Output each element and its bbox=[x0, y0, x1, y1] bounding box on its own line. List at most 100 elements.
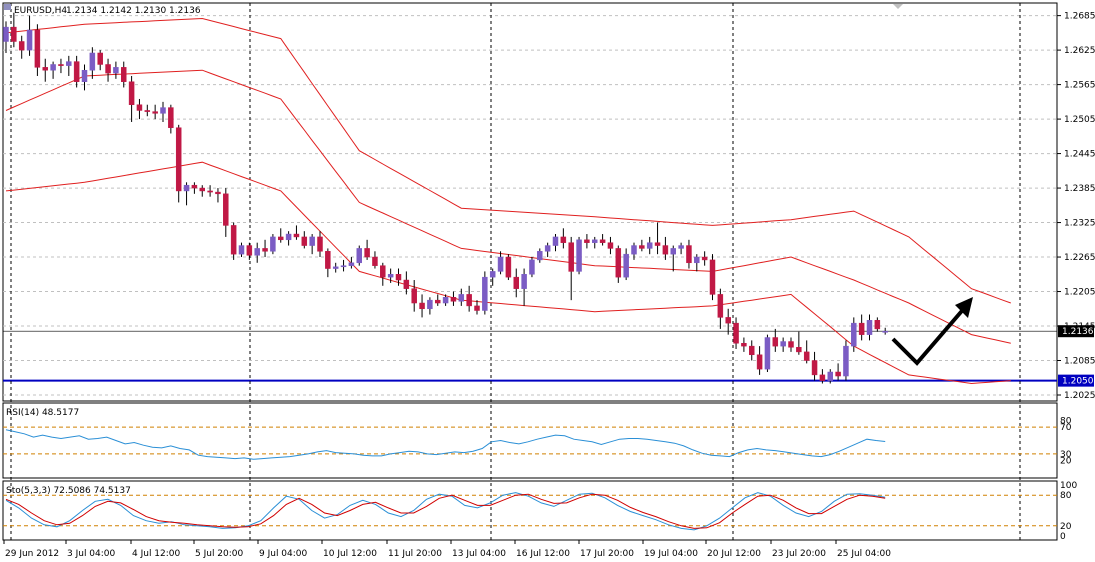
time-tick-label: 23 Jul 20:00 bbox=[772, 549, 826, 559]
candle-body bbox=[466, 294, 472, 307]
rsi-tick-label: 80 bbox=[1060, 416, 1072, 426]
candle-body bbox=[686, 245, 692, 264]
rsi-panel-frame[interactable] bbox=[2, 402, 1058, 479]
candle-body bbox=[458, 294, 465, 302]
candle-body bbox=[26, 29, 33, 51]
time-tick-label: 13 Jul 04:00 bbox=[452, 549, 506, 559]
candle-body bbox=[717, 294, 724, 318]
candle-body bbox=[215, 191, 221, 195]
candle-body bbox=[599, 239, 606, 243]
candle-body bbox=[89, 52, 96, 71]
price-tick-label: 1.2205 bbox=[1064, 288, 1095, 298]
candle-body bbox=[568, 242, 574, 272]
candle-body bbox=[741, 343, 747, 347]
symbol-label: EURUSD,H4 bbox=[14, 6, 67, 16]
candle-body bbox=[866, 320, 873, 335]
candle-body bbox=[552, 236, 559, 246]
shift-marker-icon[interactable] bbox=[893, 4, 903, 9]
candle-body bbox=[513, 276, 519, 289]
candle-body bbox=[73, 61, 80, 82]
candle-body bbox=[631, 245, 637, 255]
arrow-head-icon bbox=[955, 297, 973, 318]
candle-body bbox=[66, 61, 72, 66]
candle-body bbox=[168, 107, 174, 128]
candle-body bbox=[238, 245, 245, 255]
candle-body bbox=[191, 184, 198, 189]
candle-body bbox=[442, 297, 449, 304]
time-tick-label: 19 Jul 04:00 bbox=[644, 549, 698, 559]
candle-body bbox=[615, 248, 622, 278]
candle-body bbox=[175, 127, 182, 192]
rsi-line bbox=[5, 429, 886, 460]
candle-body bbox=[207, 190, 213, 193]
rsi-tick-label: 30 bbox=[1060, 450, 1072, 460]
candle-body bbox=[372, 256, 378, 266]
time-tick-label: 3 Jul 04:00 bbox=[67, 549, 116, 559]
candle-body bbox=[403, 279, 410, 289]
candle-body bbox=[521, 274, 527, 289]
candle-body bbox=[427, 299, 433, 310]
candle-body bbox=[560, 236, 567, 243]
candle-body bbox=[670, 248, 676, 255]
time-axis: 29 Jun 2012 3 Jul 04:00 4 Jul 12:00 5 Jul 2… bbox=[3, 540, 891, 559]
price-panel-frame[interactable] bbox=[2, 2, 1058, 402]
time-tick-label: 20 Jul 12:00 bbox=[707, 549, 761, 559]
stoch-tick-label: 100 bbox=[1060, 481, 1077, 491]
candle-body bbox=[646, 242, 653, 249]
candle-body bbox=[654, 242, 661, 246]
stoch-tick-label: 20 bbox=[1060, 522, 1072, 532]
candle-body bbox=[34, 29, 41, 68]
candle-body bbox=[340, 265, 347, 268]
candle-body bbox=[97, 52, 103, 65]
current-price-tag: 1.2136 bbox=[1058, 325, 1094, 338]
candle-body bbox=[803, 351, 810, 361]
candle-body bbox=[58, 64, 64, 66]
candlesticks[interactable] bbox=[3, 12, 888, 384]
time-tick-label: 11 Jul 20:00 bbox=[388, 549, 442, 559]
candle-body bbox=[874, 320, 881, 330]
candle-body bbox=[11, 26, 17, 42]
candle-body bbox=[105, 64, 111, 74]
time-tick-label: 10 Jul 12:00 bbox=[323, 549, 377, 559]
candle-body bbox=[662, 245, 669, 255]
candle-body bbox=[419, 302, 425, 310]
candle-body bbox=[725, 317, 731, 324]
candle-body bbox=[332, 266, 339, 269]
candle-body bbox=[537, 251, 543, 261]
candle-body bbox=[851, 322, 857, 347]
price-tick-label: 1.2325 bbox=[1064, 219, 1095, 229]
drawn-arrow-annotation[interactable] bbox=[891, 297, 973, 366]
candle-body bbox=[113, 67, 119, 74]
rsi-tick-label: 70 bbox=[1060, 423, 1072, 433]
candle-body bbox=[607, 242, 614, 249]
price-tick-label: 1.2265 bbox=[1064, 253, 1095, 263]
candle-body bbox=[42, 67, 48, 71]
candle-body bbox=[411, 288, 417, 304]
candle-body bbox=[819, 374, 826, 381]
price-tick-label: 1.2085 bbox=[1064, 357, 1095, 367]
price-tick-label: 1.2685 bbox=[1064, 12, 1095, 22]
price-tick-label: 1.2025 bbox=[1064, 391, 1095, 401]
support-price-tag: 1.2050 bbox=[1058, 374, 1094, 387]
time-tick-label: 16 Jul 12:00 bbox=[516, 549, 570, 559]
svg-text:1.2136: 1.2136 bbox=[1062, 327, 1094, 337]
candle-body bbox=[317, 236, 323, 252]
candle-body bbox=[482, 276, 488, 311]
candle-body bbox=[623, 253, 629, 278]
stoch-panel-frame[interactable] bbox=[2, 480, 1058, 541]
candle-body bbox=[505, 256, 512, 278]
candle-body bbox=[827, 371, 833, 381]
candle-body bbox=[278, 236, 284, 241]
stoch-signal-line bbox=[5, 493, 886, 529]
time-tick-label: 4 Jul 12:00 bbox=[132, 549, 181, 559]
bollinger-upper-band bbox=[5, 17, 1011, 304]
candle-body bbox=[733, 322, 739, 344]
bollinger-lower-band bbox=[5, 161, 1011, 385]
time-tick-label: 25 Jul 04:00 bbox=[837, 549, 891, 559]
candle-body bbox=[230, 225, 237, 255]
candle-body bbox=[183, 184, 190, 192]
